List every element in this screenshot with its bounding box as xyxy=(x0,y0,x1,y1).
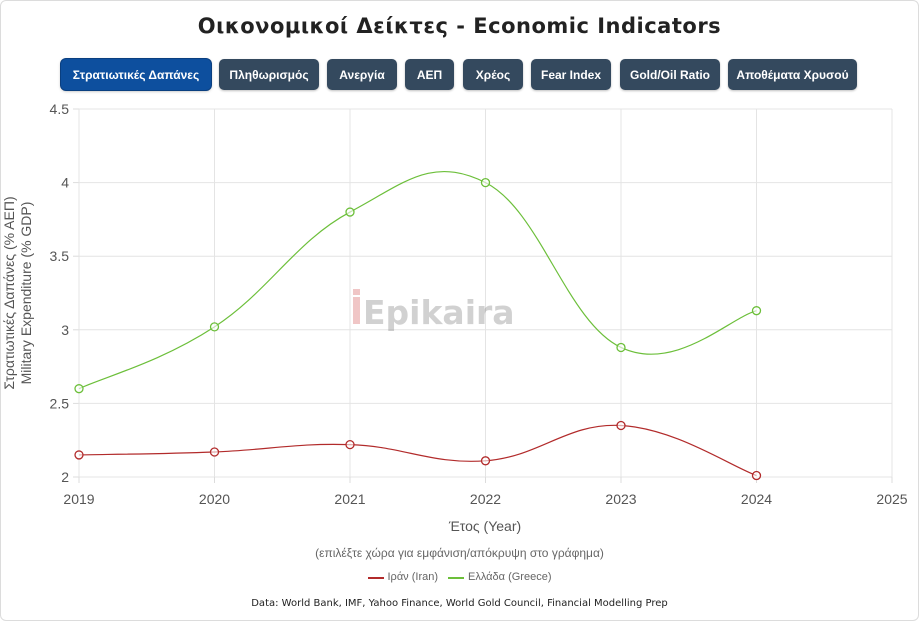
legend-swatch-greece xyxy=(448,576,465,579)
chart-legend: Ιράν (Iran) Ελλάδα (Greece) xyxy=(0,571,919,583)
legend-hint: (επιλέξτε χώρα για εμφάνιση/απόκρυψη στο… xyxy=(315,546,604,560)
y-tick-label: 2.5 xyxy=(50,395,70,411)
x-tick-label: 2020 xyxy=(199,491,230,507)
legend-label-iran: Ιράν (Iran) xyxy=(387,571,439,583)
y-tick-label: 4.5 xyxy=(50,101,70,117)
data-source-note: Data: World Bank, IMF, Yahoo Finance, Wo… xyxy=(251,598,668,609)
data-point-greece[interactable] xyxy=(345,207,355,217)
tab-gold-oil-ratio[interactable]: Gold/Oil Ratio xyxy=(620,59,720,90)
indicator-tabs: Στρατιωτικές Δαπάνες Πληθωρισμός Ανεργία… xyxy=(0,59,919,91)
series-layer xyxy=(74,170,762,481)
legend-item-iran[interactable]: Ιράν (Iran) xyxy=(367,571,439,583)
x-tick-label: 2024 xyxy=(741,491,772,507)
x-tick-label: 2025 xyxy=(876,491,907,507)
data-point-iran[interactable] xyxy=(616,420,626,431)
tab-debt[interactable]: Χρέος xyxy=(463,59,523,90)
data-point-iran[interactable] xyxy=(345,439,355,450)
data-point-greece[interactable] xyxy=(480,177,491,188)
tab-unemployment[interactable]: Ανεργία xyxy=(327,59,397,90)
x-tick-label: 2023 xyxy=(605,491,636,507)
y-tick-label: 3 xyxy=(61,322,69,338)
x-tick-label: 2019 xyxy=(63,491,94,507)
axis-ticks: 2 2.5 3 3.5 4 4.5 2019 2020 2021 2022 2023 2024 2025 xyxy=(50,101,908,507)
series-line-greece xyxy=(78,170,757,390)
watermark-logo: Epikaira xyxy=(353,289,515,332)
legend-swatch-iran xyxy=(367,576,384,579)
tab-fear-index[interactable]: Fear Index xyxy=(531,59,611,90)
page-title: Οικονομικοί Δείκτες - Economic Indicator… xyxy=(197,14,722,38)
y-axis-title-line1: Στρατιωτικές Δαπάνες (% ΑΕΠ) xyxy=(1,196,17,389)
watermark-i-dot xyxy=(353,289,360,295)
y-tick-label: 2 xyxy=(61,469,69,485)
data-point-greece[interactable] xyxy=(209,322,220,332)
tab-military-expenditure[interactable]: Στρατιωτικές Δαπάνες xyxy=(61,59,211,90)
data-point-iran[interactable] xyxy=(74,450,84,460)
data-point-iran[interactable] xyxy=(480,456,491,466)
watermark-text: Epikaira xyxy=(363,293,515,332)
x-tick-label: 2021 xyxy=(334,491,365,507)
data-point-greece[interactable] xyxy=(74,384,84,394)
x-tick-label: 2022 xyxy=(470,491,501,507)
x-axis-title: Έτος (Year) xyxy=(448,518,521,534)
watermark-i-bar xyxy=(353,297,360,324)
data-point-greece[interactable] xyxy=(751,306,762,316)
data-point-iran[interactable] xyxy=(751,470,762,481)
y-tick-label: 4 xyxy=(61,175,69,191)
chart-grid xyxy=(73,108,893,483)
y-axis-title-line2: Military Expenditure (% GDP) xyxy=(18,202,34,385)
data-point-iran[interactable] xyxy=(209,447,220,457)
legend-item-greece[interactable]: Ελλάδα (Greece) xyxy=(448,571,551,583)
tab-gdp[interactable]: ΑΕΠ xyxy=(405,59,454,90)
series-line-iran xyxy=(78,424,757,477)
tab-gold-reserves[interactable]: Αποθέματα Χρυσού xyxy=(728,59,857,90)
tab-inflation[interactable]: Πληθωρισμός xyxy=(219,59,319,90)
data-point-greece[interactable] xyxy=(616,342,626,353)
legend-label-greece: Ελλάδα (Greece) xyxy=(468,571,552,583)
y-tick-label: 3.5 xyxy=(50,248,70,264)
